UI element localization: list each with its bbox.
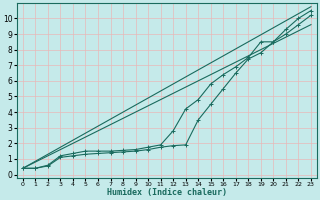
X-axis label: Humidex (Indice chaleur): Humidex (Indice chaleur) xyxy=(107,188,227,197)
